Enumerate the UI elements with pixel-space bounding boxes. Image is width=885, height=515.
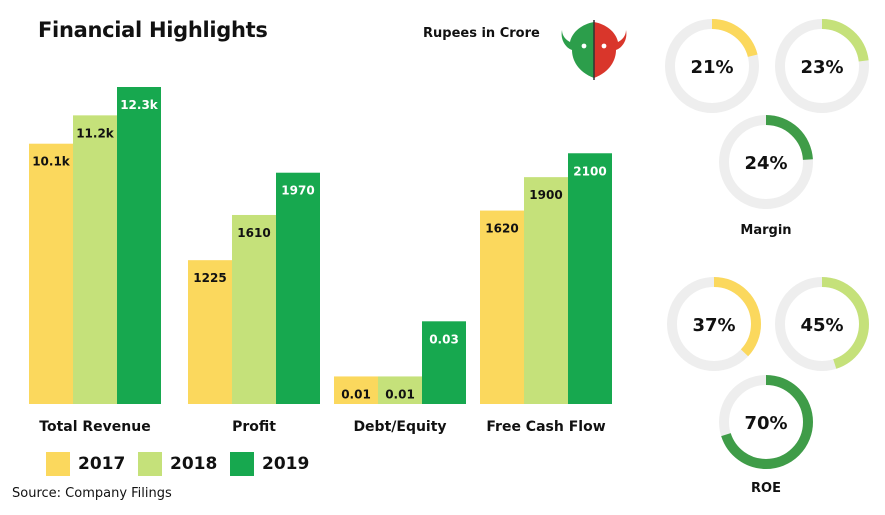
ring-roe-2018	[775, 277, 869, 371]
ring-value-label: 23%	[800, 57, 843, 78]
source-note: Source: Company Filings	[12, 486, 172, 501]
bar-profit-2017	[188, 260, 232, 404]
bar-value-label: 0.03	[429, 332, 459, 346]
ring-title-roe: ROE	[751, 481, 781, 496]
bar-total-revenue-2019	[117, 87, 161, 404]
ring-roe-2017	[667, 277, 761, 371]
legend-item-2019: 2019	[230, 452, 309, 476]
bar-debt-equity-2018	[378, 376, 422, 404]
units-label: Rupees in Crore	[423, 26, 540, 41]
bar-value-label: 0.01	[385, 387, 415, 401]
category-label-total-revenue: Total Revenue	[39, 419, 150, 435]
bar-value-label: 0.01	[341, 387, 371, 401]
ring-value-label: 37%	[692, 315, 735, 336]
bull-bear-logo-icon	[561, 20, 627, 80]
bar-value-label: 1610	[237, 226, 270, 240]
bar-value-label: 11.2k	[76, 126, 115, 140]
bar-debt-equity-2017	[334, 376, 378, 404]
bar-value-label: 2100	[573, 164, 606, 178]
bar-total-revenue-2018	[73, 115, 117, 404]
bar-value-label: 1900	[529, 188, 562, 202]
bar-profit-2019	[276, 172, 320, 404]
category-label-profit: Profit	[232, 419, 276, 435]
ring-roe-2019	[719, 375, 813, 469]
legend-label-2019: 2019	[262, 454, 310, 474]
ring-margin-2017	[665, 19, 759, 113]
legend-item-2017: 2017	[46, 452, 125, 476]
bar-free-cash-flow-2017	[480, 210, 524, 404]
ring-title-margin: Margin	[740, 223, 791, 238]
bar-value-label: 1225	[193, 271, 226, 285]
bar-value-label: 12.3k	[120, 98, 159, 112]
legend-swatch-2019	[230, 452, 254, 476]
bar-free-cash-flow-2019	[568, 153, 612, 404]
ring-margin-2019	[719, 115, 813, 209]
legend-label-2017: 2017	[78, 454, 126, 474]
ring-value-label: 70%	[744, 413, 787, 434]
bar-value-label: 1970	[281, 184, 314, 198]
legend-swatch-2018	[138, 452, 162, 476]
legend-item-2018: 2018	[138, 452, 217, 476]
bar-total-revenue-2017	[29, 143, 73, 404]
bar-profit-2018	[232, 214, 276, 404]
bar-free-cash-flow-2018	[524, 177, 568, 404]
category-label-free-cash-flow: Free Cash Flow	[486, 419, 605, 435]
ring-value-label: 24%	[744, 153, 787, 174]
category-label-debt-equity: Debt/Equity	[353, 419, 446, 435]
legend-swatch-2017	[46, 452, 70, 476]
bar-value-label: 10.1k	[32, 155, 71, 169]
bar-debt-equity-2019	[422, 321, 466, 404]
bar-value-label: 1620	[485, 222, 518, 236]
ring-value-label: 21%	[690, 57, 733, 78]
ring-value-label: 45%	[800, 315, 843, 336]
legend-label-2018: 2018	[170, 454, 218, 474]
ring-margin-2018	[775, 19, 869, 113]
chart-title: Financial Highlights	[38, 18, 268, 42]
